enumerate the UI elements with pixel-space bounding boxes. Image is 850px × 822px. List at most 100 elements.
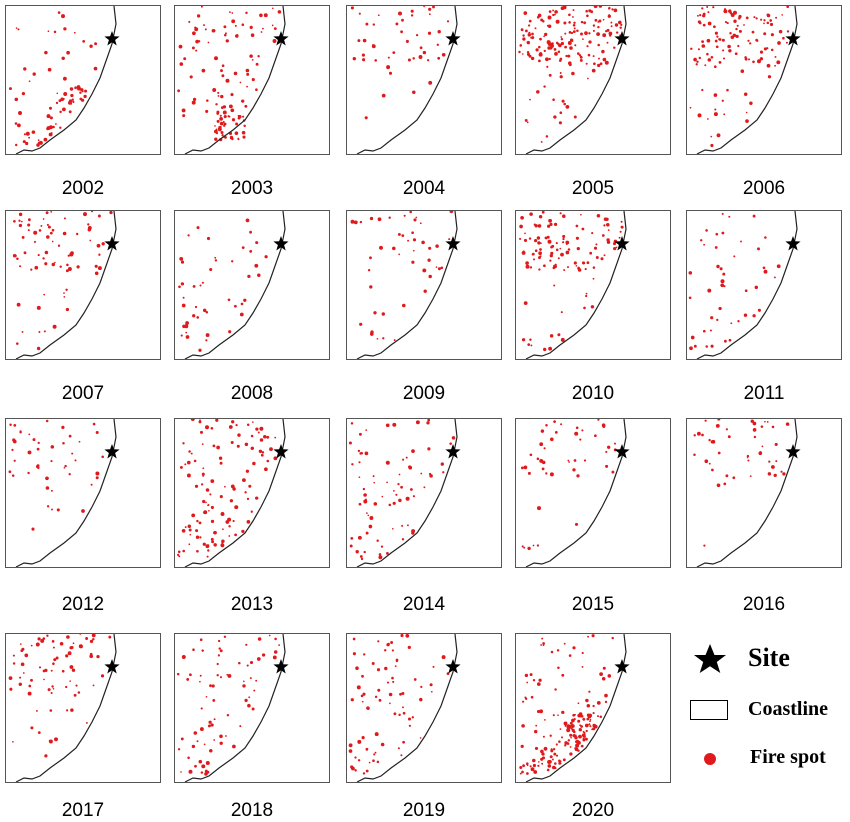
fire-spot: [202, 308, 207, 313]
fire-spot: [786, 30, 790, 33]
fire-spot: [574, 522, 579, 526]
fire-spot: [373, 502, 378, 506]
fire-spot: [182, 549, 186, 553]
fire-spot: [43, 678, 45, 681]
fire-spot: [759, 50, 764, 54]
fire-spot: [548, 346, 552, 351]
fire-spot: [752, 314, 756, 318]
fire-spot: [241, 529, 245, 534]
fire-spot: [378, 698, 382, 702]
fire-spot: [602, 18, 605, 21]
fire-spot: [251, 78, 255, 82]
fire-spot: [545, 424, 548, 427]
fire-spot: [232, 744, 236, 749]
fire-spot: [51, 685, 54, 688]
fire-spot: [357, 449, 361, 453]
fire-spot: [56, 92, 59, 95]
fire-spot: [590, 305, 595, 309]
year-label: 2009: [402, 383, 446, 404]
fire-spot: [245, 469, 250, 473]
fire-spot: [410, 9, 414, 13]
fire-spot: [362, 487, 366, 491]
fire-spot: [28, 684, 32, 688]
fire-spot: [273, 650, 278, 654]
fire-spot: [588, 40, 592, 44]
fire-spot: [180, 334, 183, 337]
fire-spot: [532, 544, 535, 547]
fire-spot: [532, 758, 536, 763]
fire-spot: [17, 28, 20, 31]
map-panel-2004: [346, 5, 502, 155]
fire-spot: [9, 423, 12, 427]
fire-spot: [255, 88, 258, 92]
fire-spot: [198, 420, 202, 424]
map-panel-2005: [515, 5, 671, 155]
site-star-icon: [445, 31, 461, 46]
map-2009: [350, 211, 461, 359]
fire-spot: [63, 296, 66, 298]
fire-spot: [237, 114, 240, 117]
fire-spot: [525, 264, 530, 269]
fire-spot: [228, 330, 232, 334]
fire-spot: [369, 285, 373, 289]
fire-spot: [206, 555, 209, 558]
fire-spots: [177, 6, 282, 142]
fire-spot: [541, 211, 545, 214]
fire-spot: [726, 88, 729, 92]
fire-spot: [702, 329, 706, 333]
fire-spot: [185, 335, 190, 339]
fire-spot: [37, 139, 40, 141]
fire-spot: [194, 764, 197, 768]
fire-spot: [217, 654, 221, 657]
fire-spot: [714, 108, 717, 111]
coastline: [696, 211, 798, 359]
fire-spot: [234, 505, 239, 510]
fire-spot: [546, 224, 551, 228]
fire-spot: [529, 266, 533, 269]
fire-spot: [398, 11, 402, 16]
fire-spot: [71, 668, 76, 672]
fire-spot: [365, 531, 369, 535]
fire-spots: [519, 634, 614, 775]
fire-spot: [83, 94, 87, 99]
fire-spot: [19, 265, 22, 268]
fire-spot: [573, 27, 576, 30]
fire-spot: [716, 133, 721, 138]
fire-spot: [525, 261, 529, 265]
fire-spot: [231, 260, 234, 263]
fire-spot: [202, 542, 206, 546]
fire-spot: [759, 57, 764, 61]
fire-spot: [542, 20, 545, 23]
fire-spot: [248, 484, 252, 488]
fire-spot: [230, 484, 235, 489]
fire-spot: [230, 108, 235, 113]
fire-spot: [727, 44, 731, 49]
fire-spot: [256, 657, 261, 661]
fire-spot: [214, 256, 217, 259]
fire-spot: [199, 536, 202, 539]
fire-spot: [56, 508, 60, 512]
fire-spot: [354, 769, 357, 772]
fire-spot: [178, 555, 181, 558]
fire-spot: [242, 135, 246, 139]
fire-spot: [559, 728, 562, 730]
fire-spot: [82, 40, 86, 43]
fire-spot: [51, 262, 56, 267]
fire-spot: [620, 23, 623, 27]
fire-spot: [585, 9, 588, 13]
fire-spot: [42, 637, 46, 640]
fire-spot: [766, 63, 771, 68]
fire-spot: [710, 143, 714, 148]
fire-spot: [563, 642, 566, 645]
fire-spot: [213, 739, 216, 741]
fire-spot: [723, 9, 728, 14]
map-panel-2007: [5, 210, 161, 360]
fire-spot: [12, 740, 14, 743]
fire-spot: [221, 64, 225, 68]
fire-spot: [602, 57, 607, 62]
fire-spot: [353, 220, 358, 225]
fire-spot: [521, 545, 524, 548]
fire-spot: [369, 216, 374, 221]
fire-spot: [560, 41, 565, 46]
fire-spot: [14, 122, 18, 125]
